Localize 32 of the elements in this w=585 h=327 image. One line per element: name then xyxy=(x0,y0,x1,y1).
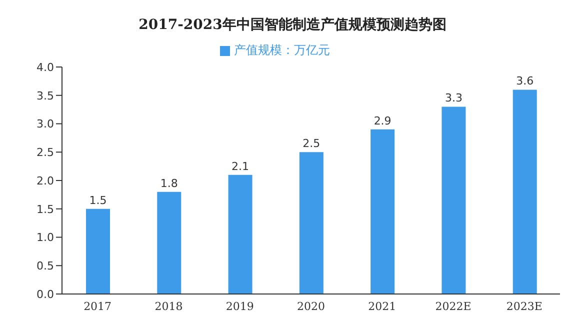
chart-title: 2017-2023年中国智能制造产值规模预测趋势图 xyxy=(138,16,448,35)
x-tick-label: 2017 xyxy=(84,300,112,313)
data-label: 2.9 xyxy=(374,114,392,128)
bar xyxy=(157,192,182,294)
x-tick-label: 2021 xyxy=(368,300,396,313)
data-label: 1.5 xyxy=(89,194,107,207)
y-tick-label: 0.5 xyxy=(36,260,54,273)
x-tick-label: 2022E xyxy=(435,300,472,313)
y-tick-label: 1.0 xyxy=(36,231,54,244)
bar xyxy=(512,90,537,294)
bar xyxy=(299,152,324,294)
data-label: 3.6 xyxy=(516,74,534,88)
bar xyxy=(228,174,252,294)
y-tick-label: 0.0 xyxy=(36,288,54,301)
y-tick-label: 2.5 xyxy=(36,146,54,160)
x-tick-label: 2020 xyxy=(297,300,325,313)
y-tick-label: 2.0 xyxy=(36,174,54,188)
y-tick-label: 1.5 xyxy=(36,202,54,216)
data-label: 3.3 xyxy=(444,92,462,105)
y-tick-label: 4.0 xyxy=(36,60,54,74)
legend-label: 产值规模：万亿元 xyxy=(234,43,330,57)
bar xyxy=(86,208,110,294)
data-label: 2.1 xyxy=(232,160,250,173)
x-tick-label: 2019 xyxy=(226,300,254,313)
y-tick-label: 3.0 xyxy=(36,118,54,131)
x-tick-label: 2023E xyxy=(506,300,542,313)
x-tick-label: 2018 xyxy=(154,300,183,313)
y-tick-label: 3.5 xyxy=(36,89,54,102)
data-label: 1.8 xyxy=(160,176,178,190)
bar xyxy=(370,129,395,294)
bar xyxy=(442,106,466,294)
data-label: 2.5 xyxy=(302,137,320,150)
